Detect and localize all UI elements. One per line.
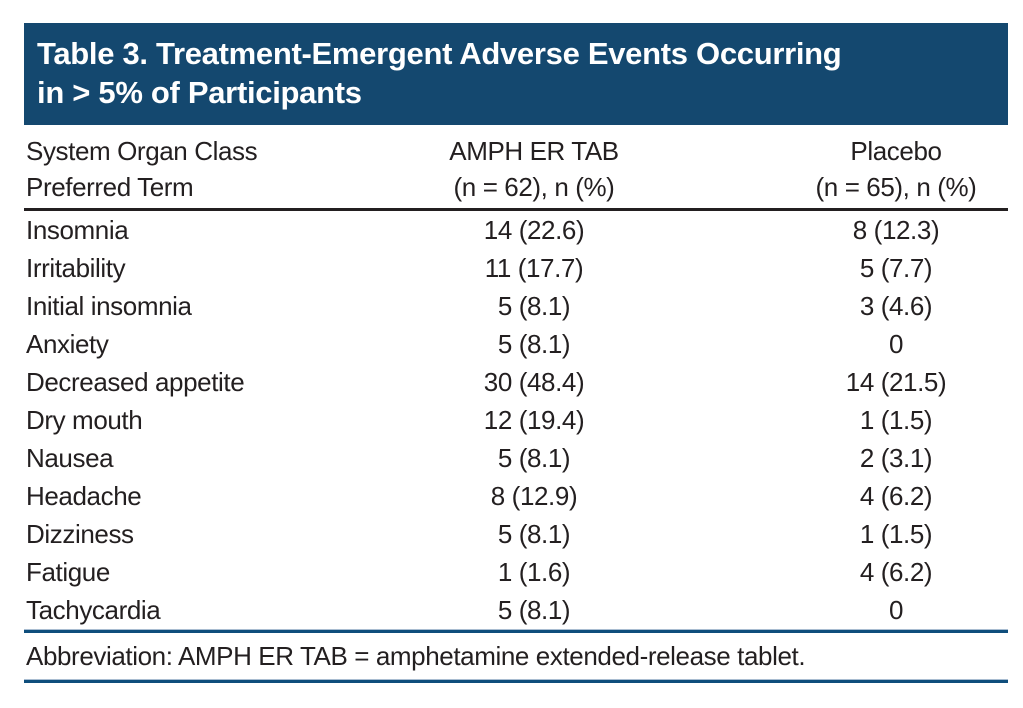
amph-value-cell: 8 (12.9) xyxy=(490,480,578,511)
amph-value-cell: 5 (8.1) xyxy=(497,290,571,321)
preferred-term-cell: Nausea xyxy=(26,442,114,473)
table-row: Irritability 11 (17.7) 5 (7.7) xyxy=(24,249,1008,287)
placebo-value-cell: 0 xyxy=(888,328,904,359)
placebo-value-cell: 8 (12.3) xyxy=(852,214,940,245)
table-row: Initial insomnia 5 (8.1) 3 (4.6) xyxy=(24,287,1008,325)
column-header-organ-class-line2: Preferred Term xyxy=(26,172,194,202)
table-title-line-2: in > 5% of Participants xyxy=(37,75,362,110)
placebo-value-cell: 5 (7.7) xyxy=(859,252,933,283)
table-figure: Table 3. Treatment-Emergent Adverse Even… xyxy=(24,23,1008,683)
table-row: Dry mouth 12 (19.4) 1 (1.5) xyxy=(24,401,1008,439)
table-row: Fatigue 1 (1.6) 4 (6.2) xyxy=(24,553,1008,591)
placebo-value-cell: 1 (1.5) xyxy=(859,518,933,549)
table-row: Decreased appetite 30 (48.4) 14 (21.5) xyxy=(24,363,1008,401)
placebo-value-cell: 4 (6.2) xyxy=(859,480,933,511)
column-header-placebo-line1: Placebo xyxy=(850,136,942,166)
table-row: Insomnia 14 (22.6) 8 (12.3) xyxy=(24,211,1008,249)
table-body: Insomnia 14 (22.6) 8 (12.3) Irritability… xyxy=(24,211,1008,629)
column-header-row: System Organ Class Preferred Term AMPH E… xyxy=(24,125,1008,211)
column-header-placebo-line2: (n = 65), n (%) xyxy=(815,172,977,202)
column-header-amph-line2: (n = 62), n (%) xyxy=(453,172,615,202)
column-header-amph: AMPH ER TAB (n = 62), n (%) xyxy=(284,133,784,208)
amph-value-cell: 12 (19.4) xyxy=(483,404,585,435)
amph-value-cell: 14 (22.6) xyxy=(483,214,585,245)
table-row: Dizziness 5 (8.1) 1 (1.5) xyxy=(24,515,1008,553)
column-header-amph-line1: AMPH ER TAB xyxy=(449,136,619,166)
amph-value-cell: 11 (17.7) xyxy=(484,252,584,283)
placebo-value-cell: 14 (21.5) xyxy=(845,366,947,397)
preferred-term-cell: Insomnia xyxy=(26,214,129,245)
amph-value-cell: 5 (8.1) xyxy=(497,594,571,625)
amph-value-cell: 5 (8.1) xyxy=(497,518,571,549)
preferred-term-cell: Anxiety xyxy=(26,328,109,359)
table-title-line-1: Table 3. Treatment-Emergent Adverse Even… xyxy=(37,36,842,71)
footnote: Abbreviation: AMPH ER TAB = amphetamine … xyxy=(24,633,1008,679)
column-header-organ-class: System Organ Class Preferred Term xyxy=(24,133,284,208)
divider-rule-top xyxy=(24,629,1008,633)
table-title-band: Table 3. Treatment-Emergent Adverse Even… xyxy=(24,23,1008,125)
placebo-value-cell: 4 (6.2) xyxy=(859,556,933,587)
placebo-value-cell: 0 xyxy=(888,594,904,625)
preferred-term-cell: Initial insomnia xyxy=(26,290,192,321)
footnote-text: Abbreviation: AMPH ER TAB = amphetamine … xyxy=(26,640,806,671)
amph-value-cell: 30 (48.4) xyxy=(483,366,585,397)
table-row: Anxiety 5 (8.1) 0 xyxy=(24,325,1008,363)
amph-value-cell: 5 (8.1) xyxy=(497,442,571,473)
preferred-term-cell: Fatigue xyxy=(26,556,110,587)
amph-value-cell: 1 (1.6) xyxy=(497,556,571,587)
preferred-term-cell: Tachycardia xyxy=(26,594,161,625)
preferred-term-cell: Decreased appetite xyxy=(26,366,245,397)
placebo-value-cell: 3 (4.6) xyxy=(859,290,933,321)
preferred-term-cell: Headache xyxy=(26,480,142,511)
divider-rule-bottom xyxy=(24,679,1008,683)
amph-value-cell: 5 (8.1) xyxy=(497,328,571,359)
placebo-value-cell: 1 (1.5) xyxy=(859,404,933,435)
preferred-term-cell: Dry mouth xyxy=(26,404,143,435)
table-row: Headache 8 (12.9) 4 (6.2) xyxy=(24,477,1008,515)
preferred-term-cell: Dizziness xyxy=(26,518,134,549)
table-row: Tachycardia 5 (8.1) 0 xyxy=(24,591,1008,629)
preferred-term-cell: Irritability xyxy=(26,252,126,283)
column-header-organ-class-line1: System Organ Class xyxy=(26,136,258,166)
table-row: Nausea 5 (8.1) 2 (3.1) xyxy=(24,439,1008,477)
column-header-placebo: Placebo (n = 65), n (%) xyxy=(784,133,1008,208)
placebo-value-cell: 2 (3.1) xyxy=(859,442,933,473)
